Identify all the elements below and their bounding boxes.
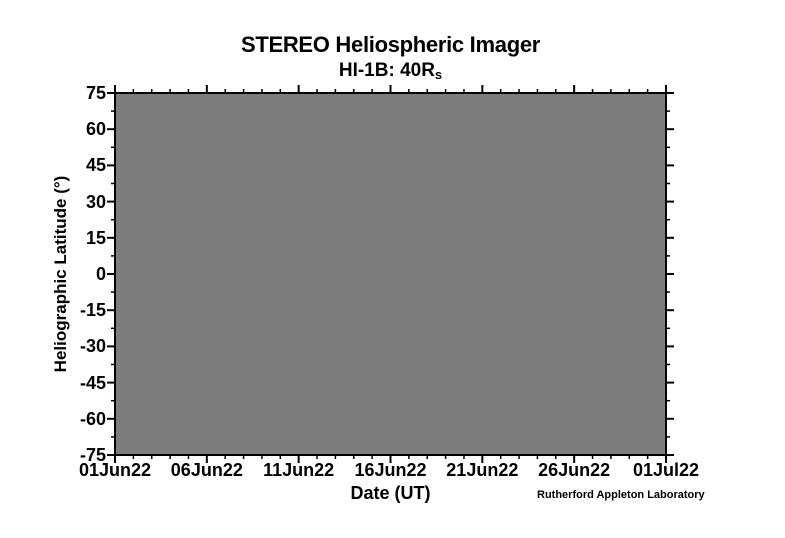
x-tick-label: 16Jun22: [354, 460, 427, 480]
chart-subtitle-subscript: s: [434, 67, 443, 82]
y-tick-label: 75: [85, 83, 106, 103]
x-tick-label: 11Jun22: [263, 460, 335, 480]
y-tick-label: 30: [85, 191, 106, 212]
y-tick-label: -75: [79, 445, 106, 465]
y-tick-label: 45: [85, 155, 106, 176]
x-tick-label: 01Jun22: [78, 460, 152, 480]
y-tick-label: 60: [85, 119, 106, 140]
y-tick-label: -30: [79, 336, 106, 357]
y-tick-label: -45: [79, 372, 106, 393]
chart-title: STEREO Heliospheric Imager: [240, 32, 541, 57]
x-axis-label: Date (UT): [350, 483, 431, 503]
plot-background: [114, 92, 667, 456]
y-tick-label: -15: [79, 300, 106, 321]
y-tick-label: 15: [85, 227, 106, 248]
y-tick-label: 0: [95, 264, 106, 284]
credit-text: Rutherford Appleton Laboratory: [537, 489, 705, 501]
y-tick-label: -60: [79, 408, 106, 429]
chart-subtitle-base: HI-1B: 40R: [338, 60, 435, 81]
chart-subtitle: HI-1B: 40Rs: [115, 60, 666, 83]
x-tick-label: 06Jun22: [170, 460, 243, 480]
x-tick-label: 01Jul22: [632, 460, 700, 480]
x-tick-label: 21Jun22: [446, 460, 519, 480]
x-tick-label: 26Jun22: [538, 460, 611, 480]
